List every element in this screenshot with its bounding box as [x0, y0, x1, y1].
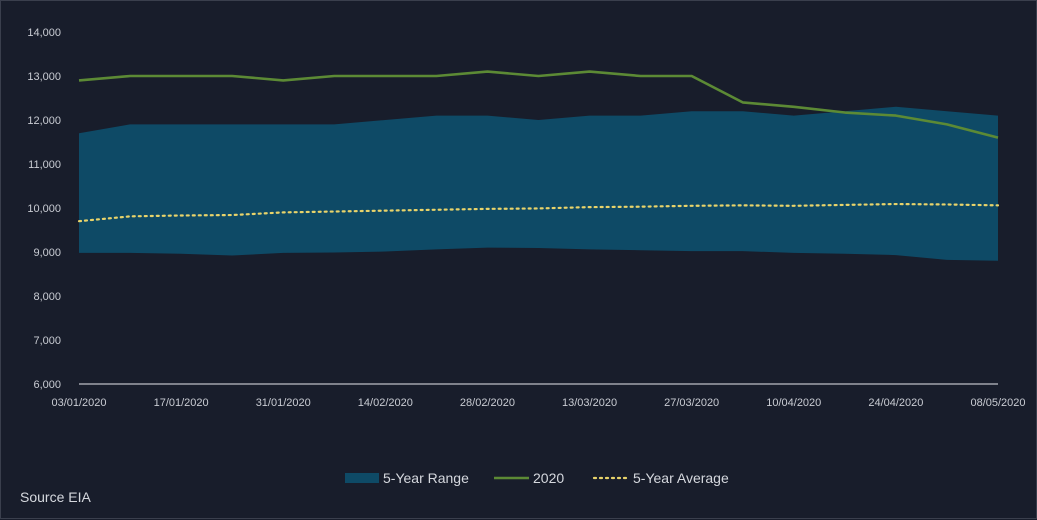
legend-swatch-range — [345, 473, 379, 483]
legend-label-average: 5-Year Average — [633, 470, 729, 486]
x-tick-label: 17/01/2020 — [154, 397, 209, 409]
y-tick-label: 13,000 — [27, 71, 61, 83]
x-tick-label: 28/02/2020 — [460, 397, 515, 409]
y-tick-label: 12,000 — [27, 115, 61, 127]
y-tick-label: 7,000 — [33, 335, 61, 347]
x-tick-label: 13/03/2020 — [562, 397, 617, 409]
x-tick-label: 24/04/2020 — [868, 397, 923, 409]
y-tick-label: 9,000 — [33, 247, 61, 259]
y-axis: 6,000 7,000 8,000 9,000 10,000 11,000 12,000 13… — [27, 27, 61, 391]
x-tick-label: 08/05/2020 — [970, 397, 1025, 409]
x-tick-label: 31/01/2020 — [256, 397, 311, 409]
plot-area — [77, 70, 1000, 261]
x-axis: 03/01/2020 17/01/2020 31/01/2020 14/02/2020… — [51, 383, 1026, 409]
x-tick-label: 14/02/2020 — [358, 397, 413, 409]
x-tick-label: 03/01/2020 — [51, 397, 106, 409]
x-tick-label: 10/04/2020 — [766, 397, 821, 409]
x-tick-label: 27/03/2020 — [664, 397, 719, 409]
source-label: Source EIA — [20, 489, 91, 505]
y-tick-label: 11,000 — [28, 159, 61, 171]
y-tick-label: 10,000 — [27, 203, 61, 215]
series-range-area — [79, 106, 998, 261]
y-tick-label: 8,000 — [33, 291, 61, 303]
legend-label-range: 5-Year Range — [383, 470, 469, 486]
legend-label-2020: 2020 — [533, 470, 564, 486]
y-tick-label: 6,000 — [33, 379, 61, 391]
series-2020-line — [78, 70, 999, 139]
y-tick-label: 14,000 — [27, 27, 61, 39]
legend: 5-Year Range 2020 5-Year Average — [345, 470, 729, 486]
